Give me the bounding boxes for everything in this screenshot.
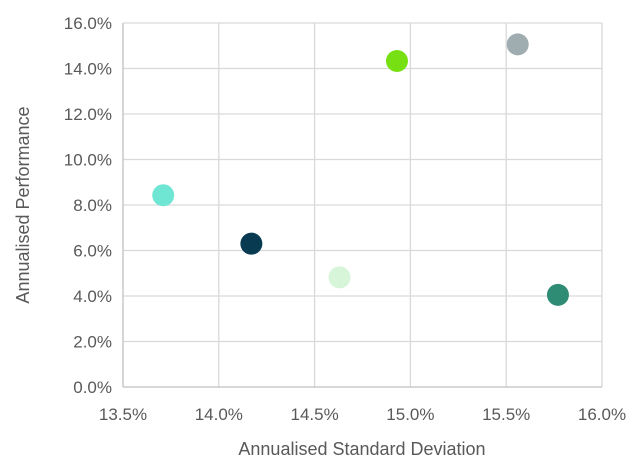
data-point bbox=[152, 184, 175, 207]
x-axis-title: Annualised Standard Deviation bbox=[238, 439, 485, 459]
data-point bbox=[506, 33, 529, 56]
y-axis-title: Annualised Performance bbox=[13, 106, 33, 303]
y-tick-label: 14.0% bbox=[64, 60, 112, 79]
y-tick-label: 10.0% bbox=[64, 151, 112, 170]
data-point bbox=[546, 283, 569, 306]
gridlines bbox=[123, 22, 603, 387]
x-tick-label: 14.5% bbox=[290, 405, 338, 424]
data-points bbox=[152, 33, 569, 306]
x-tick-label: 13.5% bbox=[99, 405, 147, 424]
x-tick-label: 14.0% bbox=[195, 405, 243, 424]
y-axis-tick-labels: 0.0% 2.0% 4.0% 6.0% 8.0% 10.0% 12.0% 14.0% 16.0% bbox=[64, 14, 112, 397]
y-tick-label: 12.0% bbox=[64, 105, 112, 124]
y-tick-label: 4.0% bbox=[73, 287, 112, 306]
y-tick-label: 6.0% bbox=[73, 242, 112, 261]
axes bbox=[122, 23, 602, 388]
data-point bbox=[240, 232, 263, 255]
data-point bbox=[328, 266, 351, 289]
x-axis-tick-labels: 13.5% 14.0% 14.5% 15.0% 15.5% 16.0% bbox=[99, 405, 626, 424]
y-tick-label: 0.0% bbox=[73, 378, 112, 397]
y-tick-label: 2.0% bbox=[73, 333, 112, 352]
data-point bbox=[385, 49, 408, 72]
y-tick-label: 16.0% bbox=[64, 14, 112, 33]
x-tick-label: 16.0% bbox=[578, 405, 626, 424]
x-tick-label: 15.0% bbox=[386, 405, 434, 424]
x-tick-label: 15.5% bbox=[482, 405, 530, 424]
y-tick-label: 8.0% bbox=[73, 196, 112, 215]
